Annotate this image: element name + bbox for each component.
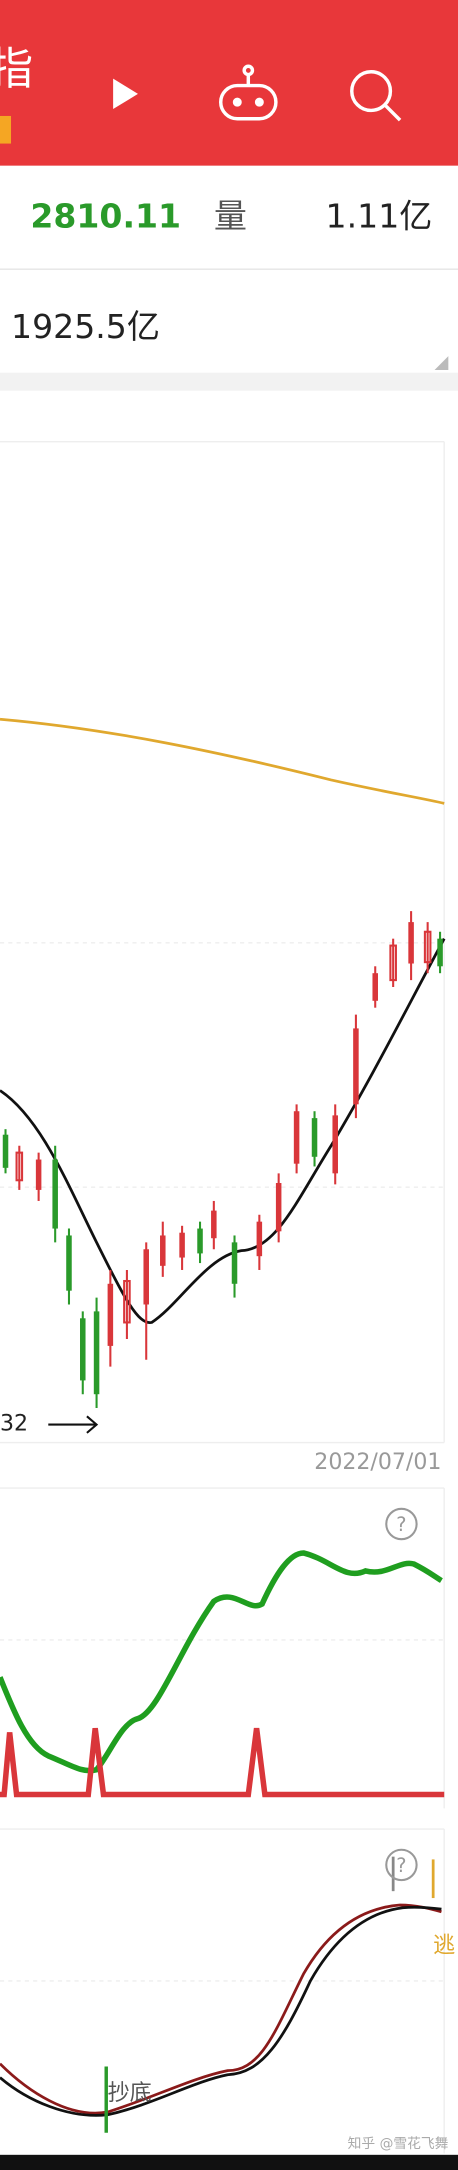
main-chart: 32 (0, 441, 446, 1444)
play-button[interactable] (113, 78, 138, 110)
volume-label: 量 (214, 197, 247, 236)
amount: 1925.5亿 (11, 307, 160, 346)
date-label: 2022/07/01 (314, 1450, 441, 1475)
volume: 1.11亿 (326, 197, 433, 236)
header-title: 指 (0, 44, 33, 95)
expand-icon[interactable] (434, 356, 449, 370)
help-button[interactable]: ? (385, 1507, 418, 1541)
side-note: 逃 (433, 1933, 455, 1958)
help-icon: ? (396, 1513, 406, 1536)
indicator-chart-3: 抄底 逃 ? (0, 1828, 455, 2154)
header-bar (0, 0, 458, 166)
robot-button[interactable] (218, 64, 278, 121)
help-icon: ? (396, 1854, 406, 1877)
annotation: 抄底 (108, 2081, 152, 2106)
tag (0, 115, 12, 144)
spacer (0, 372, 458, 391)
low-label: 32 (0, 1412, 28, 1437)
search-button[interactable] (350, 70, 402, 122)
indicator-chart-2: ? (0, 1487, 445, 1809)
help-button[interactable]: ? (385, 1848, 418, 1882)
bottom-bar (0, 2154, 458, 2170)
watermark: 知乎 @雪花飞舞 (348, 2135, 449, 2152)
price: 2810.11 (30, 197, 181, 236)
